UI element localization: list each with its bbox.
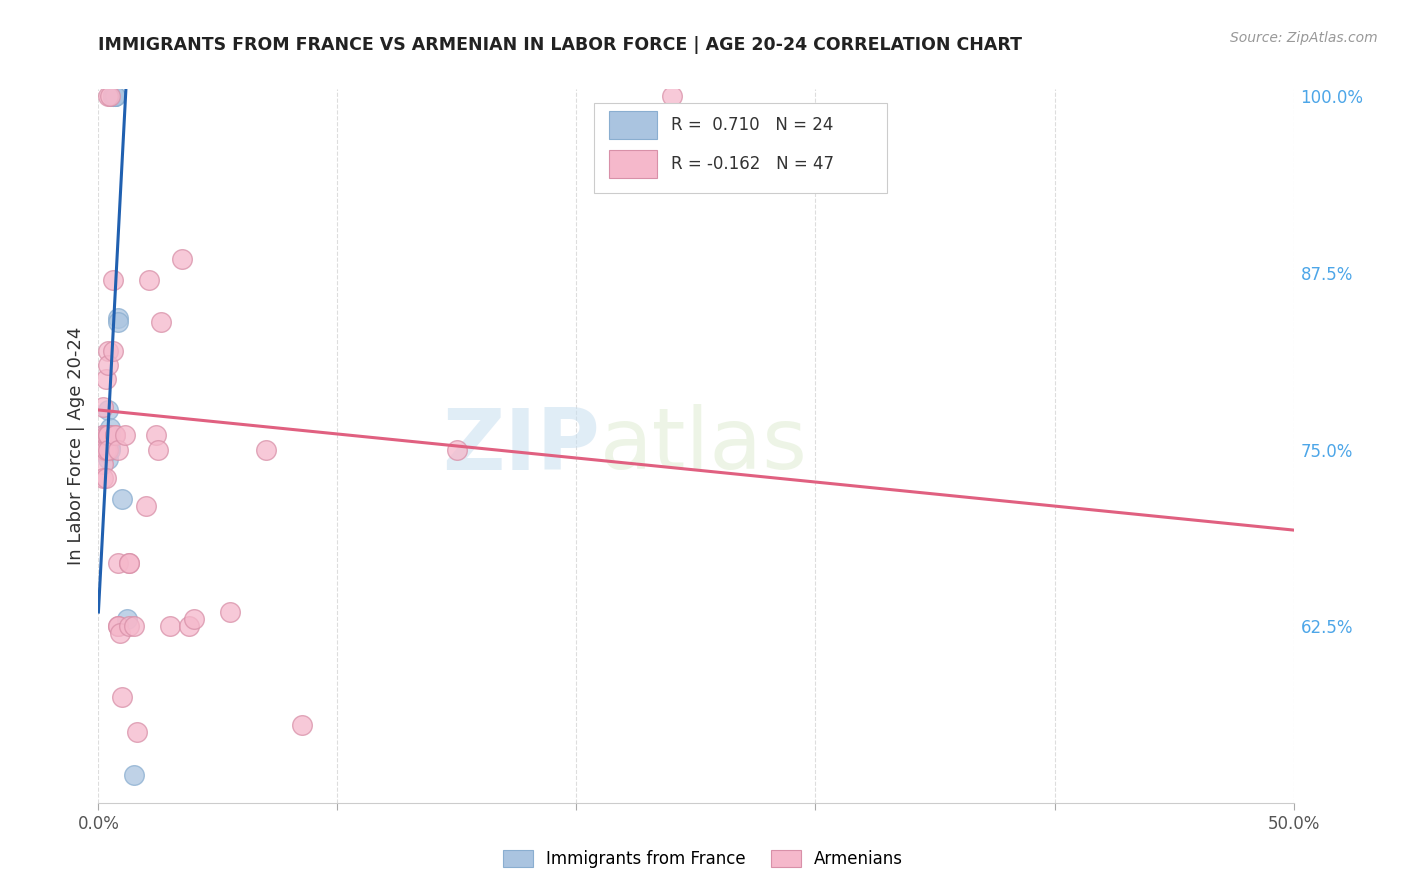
- Y-axis label: In Labor Force | Age 20-24: In Labor Force | Age 20-24: [66, 326, 84, 566]
- Point: [94, 442, 117, 457]
- Point: [97, 435, 120, 450]
- FancyBboxPatch shape: [609, 150, 657, 178]
- Point: [446, 442, 468, 457]
- Point: [135, 499, 157, 513]
- Point: [98, 421, 122, 435]
- Point: [98, 442, 122, 457]
- Text: R = -0.162   N = 47: R = -0.162 N = 47: [671, 155, 834, 173]
- Point: [254, 442, 277, 457]
- Point: [124, 767, 146, 781]
- Point: [172, 252, 194, 266]
- Point: [101, 343, 124, 358]
- Point: [91, 428, 114, 442]
- Point: [149, 315, 172, 329]
- Point: [118, 556, 141, 570]
- Point: [94, 471, 117, 485]
- Point: [107, 556, 129, 570]
- Legend: Immigrants from France, Armenians: Immigrants from France, Armenians: [496, 843, 910, 875]
- Text: ZIP: ZIP: [443, 404, 600, 488]
- Point: [111, 491, 134, 506]
- Point: [91, 400, 114, 414]
- Point: [114, 428, 136, 442]
- Point: [179, 619, 201, 633]
- Point: [94, 428, 117, 442]
- Point: [115, 612, 138, 626]
- Point: [94, 428, 117, 442]
- Point: [138, 273, 160, 287]
- Point: [97, 358, 120, 372]
- Point: [159, 619, 181, 633]
- Point: [97, 452, 120, 467]
- Point: [183, 612, 205, 626]
- Point: [94, 445, 117, 459]
- Point: [97, 428, 120, 442]
- Point: [148, 442, 170, 457]
- Point: [108, 626, 131, 640]
- Point: [125, 725, 148, 739]
- Point: [104, 89, 127, 103]
- Point: [107, 311, 129, 326]
- Point: [124, 619, 146, 633]
- Point: [107, 619, 129, 633]
- Point: [97, 403, 120, 417]
- FancyBboxPatch shape: [609, 111, 657, 139]
- Point: [97, 89, 120, 103]
- Point: [97, 343, 120, 358]
- Point: [101, 89, 124, 103]
- Point: [101, 89, 124, 103]
- Point: [111, 690, 134, 704]
- Point: [145, 428, 167, 442]
- Point: [91, 428, 114, 442]
- Point: [98, 89, 122, 103]
- Point: [661, 89, 683, 103]
- Point: [101, 89, 124, 103]
- Point: [94, 372, 117, 386]
- Point: [104, 428, 127, 442]
- Point: [101, 273, 124, 287]
- Point: [118, 619, 141, 633]
- Text: atlas: atlas: [600, 404, 808, 488]
- Point: [107, 315, 129, 329]
- FancyBboxPatch shape: [595, 103, 887, 193]
- Point: [97, 428, 120, 442]
- Point: [91, 457, 114, 471]
- Text: IMMIGRANTS FROM FRANCE VS ARMENIAN IN LABOR FORCE | AGE 20-24 CORRELATION CHART: IMMIGRANTS FROM FRANCE VS ARMENIAN IN LA…: [98, 36, 1022, 54]
- Point: [91, 471, 114, 485]
- Point: [98, 428, 122, 442]
- Point: [107, 619, 129, 633]
- Point: [98, 440, 122, 454]
- Point: [104, 428, 127, 442]
- Point: [97, 428, 120, 442]
- Point: [97, 442, 120, 457]
- Text: R =  0.710   N = 24: R = 0.710 N = 24: [671, 116, 834, 134]
- Point: [104, 89, 127, 103]
- Point: [118, 556, 141, 570]
- Point: [219, 605, 242, 619]
- Point: [107, 442, 129, 457]
- Text: Source: ZipAtlas.com: Source: ZipAtlas.com: [1230, 31, 1378, 45]
- Point: [104, 89, 127, 103]
- Point: [291, 718, 314, 732]
- Point: [101, 89, 124, 103]
- Point: [91, 442, 114, 457]
